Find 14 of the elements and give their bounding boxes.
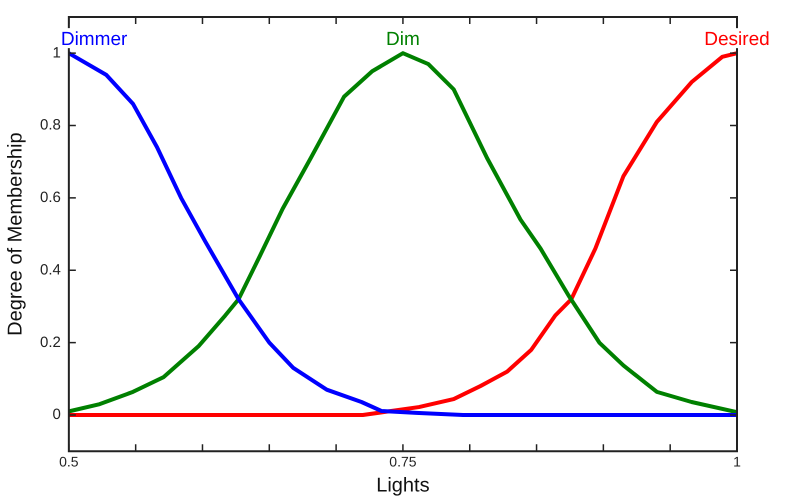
y-axis-title: Degree of Membership <box>4 132 27 336</box>
y-tick-label: 0.2 <box>40 334 61 351</box>
x-tick-label: 0.75 <box>389 453 417 470</box>
y-tick-label: 1 <box>52 44 61 62</box>
y-tick-label: 0.6 <box>40 189 61 206</box>
x-axis-title: Lights <box>376 474 430 497</box>
series-label: Dim <box>386 28 420 50</box>
y-tick-label: 0.8 <box>40 116 61 134</box>
series-label: Desired <box>704 28 770 50</box>
y-tick-label: 0 <box>52 406 61 424</box>
x-tick-label: 0.5 <box>59 453 79 470</box>
series-label: Dimmer <box>60 28 128 50</box>
x-tick-label: 1 <box>733 453 742 470</box>
y-tick-label: 0.4 <box>40 261 61 278</box>
